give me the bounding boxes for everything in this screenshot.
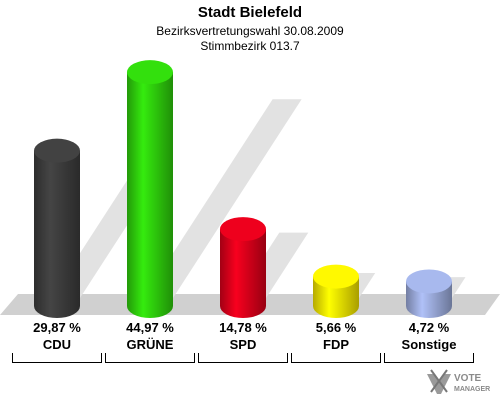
value-label: 4,72 % xyxy=(408,320,450,335)
category-label: CDU xyxy=(42,337,72,352)
category-label: SPD xyxy=(229,337,257,352)
bar-top xyxy=(406,269,452,294)
bar-gr-ne xyxy=(127,60,173,318)
bar-spd xyxy=(220,217,266,318)
category-bracket xyxy=(105,353,195,363)
value-label: 29,87 % xyxy=(33,320,81,335)
bar-body xyxy=(220,229,266,318)
vote-manager-logo: VOTE MANAGER xyxy=(427,369,490,394)
value-label: 44,97 % xyxy=(126,320,174,335)
logo-line1: VOTE xyxy=(454,373,482,384)
category-bracket xyxy=(198,353,288,363)
category-label: Sonstige xyxy=(401,337,457,352)
bar-shadow xyxy=(144,99,302,298)
category-bracket xyxy=(12,353,102,363)
bar-body xyxy=(127,72,173,318)
category-bracket xyxy=(384,353,474,363)
bar-sonstige xyxy=(406,269,452,318)
district-label: Stimmbezirk 013.7 xyxy=(200,39,300,53)
bar-fdp xyxy=(313,264,359,318)
category-label: FDP xyxy=(323,337,349,352)
chart-subtitle: Bezirksvertretungswahl 30.08.2009 xyxy=(156,24,344,38)
value-label: 14,78 % xyxy=(219,320,267,335)
value-label: 5,66 % xyxy=(315,320,357,335)
bar-top xyxy=(34,138,80,163)
bar-cdu xyxy=(34,138,80,318)
category-label: GRÜNE xyxy=(126,337,174,352)
category-bracket xyxy=(291,353,381,363)
bar-top xyxy=(313,264,359,289)
chart-title: Stadt Bielefeld xyxy=(197,4,303,21)
bar-body xyxy=(34,150,80,318)
bar-top xyxy=(127,60,173,85)
logo-line2: MANAGER xyxy=(454,386,490,393)
bar-top xyxy=(220,217,266,242)
